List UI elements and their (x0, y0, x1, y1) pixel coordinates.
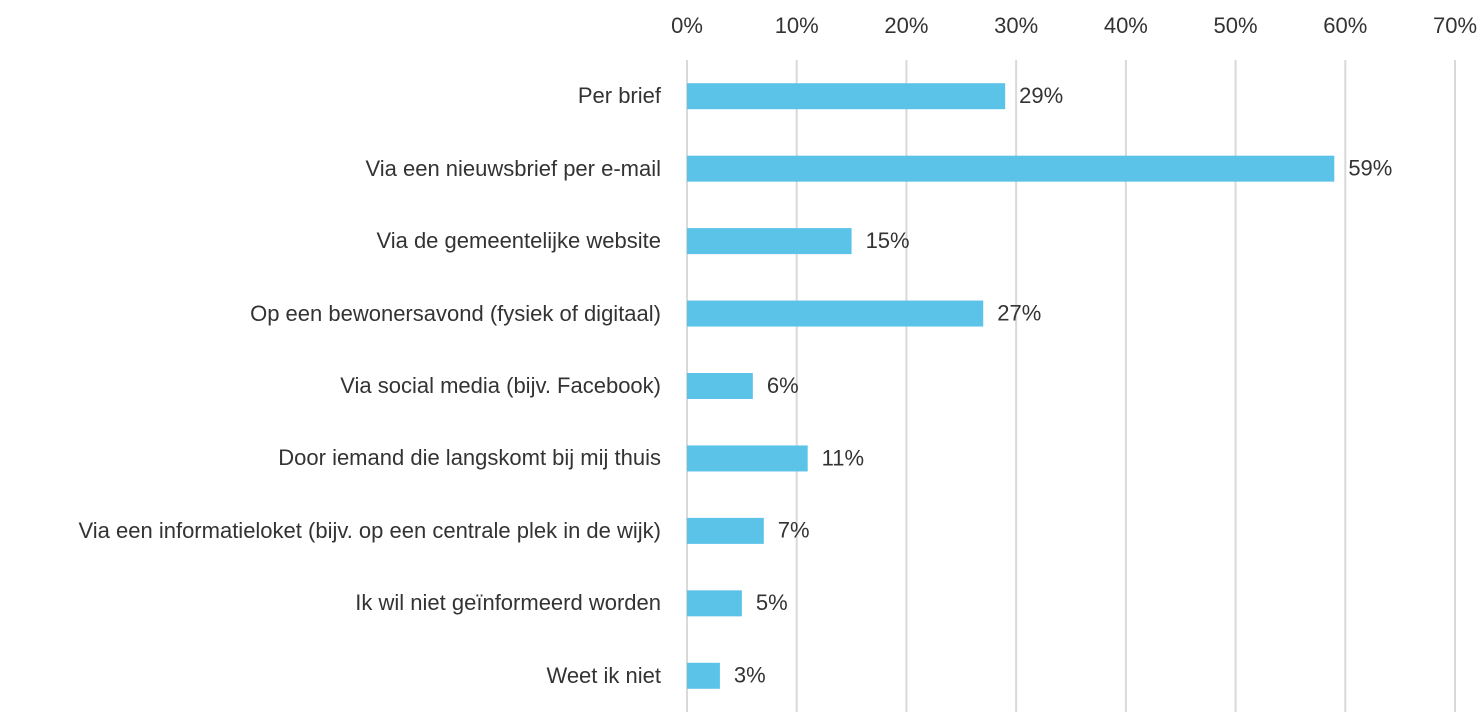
value-label: 29% (1019, 83, 1063, 108)
bar (687, 662, 720, 689)
value-label: 27% (997, 300, 1041, 325)
x-tick-label: 0% (671, 13, 703, 38)
bar (687, 445, 808, 472)
value-label: 5% (756, 590, 788, 615)
value-label: 59% (1348, 155, 1392, 180)
value-label: 15% (866, 228, 910, 253)
category-label: Via de gemeentelijke website (376, 228, 661, 254)
bar (687, 517, 764, 544)
value-label: 3% (734, 663, 766, 688)
x-tick-label: 70% (1433, 13, 1477, 38)
value-label: 6% (767, 373, 799, 398)
category-label: Op een bewonersavond (fysiek of digitaal… (250, 300, 661, 326)
category-label: Per brief (577, 83, 661, 109)
x-tick-label: 20% (884, 13, 928, 38)
bar (687, 228, 852, 255)
bar (687, 373, 753, 399)
x-tick-label: 40% (1104, 13, 1148, 38)
category-label: Via een nieuwsbrief per e-mail (365, 155, 661, 181)
category-label: Weet ik niet (546, 662, 661, 688)
x-tick-label: 50% (1214, 13, 1258, 38)
category-label: Door iemand die langskomt bij mij thuis (278, 445, 661, 471)
category-label: Via social media (bijv. Facebook) (340, 373, 661, 398)
x-tick-label: 10% (775, 13, 819, 38)
value-label: 11% (822, 445, 864, 470)
category-label: Via een informatieloket (bijv. op een ce… (78, 517, 662, 543)
bar (687, 83, 1006, 110)
x-tick-label: 30% (994, 13, 1038, 38)
bar (687, 300, 984, 327)
x-tick-label: 60% (1323, 13, 1367, 38)
category-label: Ik wil niet geïnformeerd worden (355, 590, 661, 616)
value-label: 7% (778, 518, 810, 543)
bar (687, 155, 1335, 182)
bar (687, 590, 742, 617)
